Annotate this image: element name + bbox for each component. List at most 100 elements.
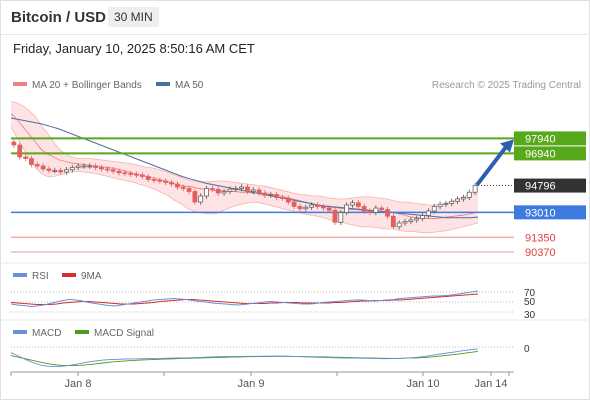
resistance-label: 97940 — [525, 133, 556, 145]
candle-body — [163, 180, 169, 183]
research-credit: Research © 2025 Trading Central — [431, 80, 581, 91]
candle-body — [367, 210, 373, 213]
candle-body — [99, 167, 104, 170]
candle-body — [268, 194, 274, 196]
candle-body — [104, 168, 110, 171]
candle-body — [280, 197, 285, 199]
candle-body — [157, 179, 163, 182]
candle-body — [396, 222, 402, 228]
candle-body — [355, 202, 361, 207]
candle-body — [239, 186, 244, 189]
x-axis-tick-label: Jan 8 — [65, 378, 92, 390]
candle-body — [466, 191, 472, 198]
candle-body — [285, 197, 291, 203]
candle-body — [34, 164, 40, 167]
datetime-label: Friday, January 10, 2025 8:50:16 AM CET — [13, 41, 255, 56]
candle-body — [40, 165, 46, 170]
instrument-title: Bitcoin / USD — [11, 9, 107, 26]
candle-body — [303, 206, 309, 210]
candle-body — [81, 165, 87, 168]
support-tag — [514, 205, 586, 220]
candle-body — [186, 188, 192, 192]
candle-body — [46, 168, 52, 171]
candle-body — [87, 165, 93, 168]
candle-body — [291, 201, 297, 207]
support-label: 93010 — [525, 207, 556, 219]
rsi-level-label: 50 — [524, 297, 536, 308]
x-axis-tick-label: Jan 9 — [238, 378, 265, 390]
resistance-label: 96940 — [525, 148, 556, 160]
legend-bollinger: MA 20 + Bollinger Bands — [13, 80, 142, 91]
legend-rsi-ma-label: 9MA — [81, 271, 102, 282]
macd-level-label: 0 — [524, 344, 530, 355]
candle-body — [169, 182, 174, 185]
legend-ma50-label: MA 50 — [175, 80, 204, 91]
x-axis-tick-label: Jan 14 — [474, 378, 507, 390]
candle-body — [297, 206, 303, 210]
legend-macd-signal-label: MACD Signal — [94, 328, 155, 339]
forecast-arrow-shaft — [476, 142, 510, 186]
macd-signal-swatch — [75, 330, 89, 335]
candle-body — [93, 165, 99, 168]
candle-body — [320, 206, 326, 209]
candle-body — [414, 218, 420, 221]
resistance-tag — [514, 131, 586, 146]
candle-body — [245, 186, 250, 192]
macd-swatch — [13, 330, 27, 335]
ma50-swatch — [156, 82, 170, 87]
candle-body — [361, 206, 367, 212]
support-label: 91350 — [525, 232, 556, 244]
candle-body — [151, 179, 157, 181]
bollinger-swatch — [13, 82, 27, 87]
candle-body — [332, 209, 338, 223]
candle-body — [210, 188, 215, 190]
legend-rsi: RSI — [13, 271, 49, 282]
candle-body — [309, 204, 315, 208]
legend-ma50: MA 50 — [156, 80, 203, 91]
legend-rsi-label: RSI — [32, 271, 49, 282]
candle-body — [461, 197, 466, 200]
candle-body — [338, 212, 344, 223]
candle-body — [64, 169, 69, 173]
candle-body — [198, 195, 204, 203]
candle-body — [227, 188, 233, 192]
candle-body — [145, 176, 151, 180]
candle-body — [233, 188, 239, 190]
candle-body — [315, 204, 320, 207]
rsi-level-label: 30 — [524, 310, 536, 321]
candle-body — [180, 186, 186, 189]
legend-macd: MACD — [13, 328, 61, 339]
candle-body — [139, 174, 145, 177]
candle-body — [425, 210, 431, 216]
candle-body — [344, 204, 350, 213]
candle-body — [29, 158, 34, 165]
candle-body — [122, 172, 128, 175]
macd-line — [10, 348, 479, 368]
candle-body — [449, 200, 455, 204]
legend-macd-label: MACD — [32, 328, 62, 339]
support-label: 90370 — [525, 247, 556, 259]
candle-body — [250, 189, 256, 192]
bollinger-lower-line — [10, 126, 479, 234]
candle-body — [262, 192, 268, 196]
candle-body — [373, 207, 379, 213]
candle-body — [390, 215, 396, 228]
candle-body — [385, 209, 390, 217]
candle-body — [23, 156, 28, 159]
last-price-label: 94796 — [525, 181, 556, 193]
candle-body — [402, 221, 408, 224]
candle-body — [431, 206, 437, 212]
legend-rsi-ma: 9MA — [62, 271, 102, 282]
timeframe-badge[interactable]: 30 MIN — [108, 7, 159, 27]
ma50-line — [10, 117, 479, 219]
bollinger-upper-line — [10, 101, 479, 206]
forecast-arrow-head — [500, 139, 514, 153]
legend-macd-signal: MACD Signal — [75, 328, 154, 339]
last-price-tag — [514, 178, 586, 193]
candle-body — [204, 188, 209, 197]
candle-body — [221, 191, 227, 194]
x-axis-tick-label: Jan 10 — [406, 378, 439, 390]
rsi-level-label: 70 — [524, 288, 536, 299]
candle-body — [437, 203, 443, 207]
candle-body — [379, 207, 385, 210]
